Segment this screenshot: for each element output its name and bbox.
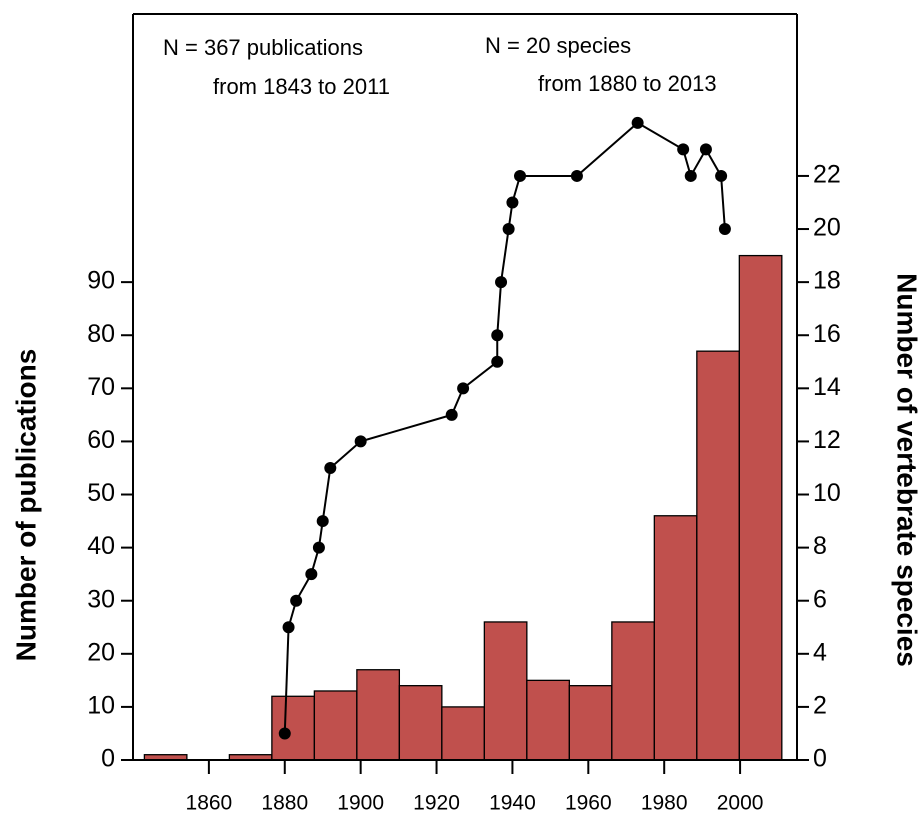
bar: [568, 685, 613, 761]
y2-tick-label: 12: [813, 426, 841, 454]
species-point: [718, 223, 731, 236]
bar: [611, 621, 655, 761]
y2-tick-label: 6: [813, 585, 827, 613]
y-axis-label: Number of publications: [10, 349, 41, 662]
species-point: [457, 382, 470, 395]
y2-axis-label: Number of vertebrate species: [892, 273, 920, 667]
species-point: [290, 594, 303, 607]
species-point: [502, 223, 515, 236]
x-tick-label: 1960: [565, 792, 612, 815]
y2-tick-label: 0: [813, 745, 827, 773]
species-point: [316, 515, 329, 528]
bar: [696, 350, 740, 761]
bar: [483, 621, 528, 761]
annotation: from 1880 to 2013: [538, 71, 717, 96]
y-tick-label: 10: [87, 692, 115, 720]
x-tick-label: 2000: [717, 792, 764, 815]
species-point: [570, 169, 583, 182]
species-point: [495, 276, 508, 289]
annotation: N = 20 species: [485, 33, 631, 58]
x-tick-label: 1980: [641, 792, 688, 815]
x-tick-label: 1860: [186, 792, 233, 815]
x-tick-label: 1880: [261, 792, 308, 815]
x-tick-label: 1940: [489, 792, 536, 815]
y2-tick-label: 22: [813, 161, 841, 189]
annotation: from 1843 to 2011: [213, 74, 390, 99]
species-point: [324, 461, 337, 474]
species-point: [684, 169, 697, 182]
species-point: [631, 116, 644, 129]
y2-tick-label: 8: [813, 532, 827, 560]
y2-tick-label: 2: [813, 692, 827, 720]
y-tick-label: 80: [87, 320, 115, 348]
y-tick-label: 50: [87, 479, 115, 507]
species-point: [514, 169, 527, 182]
bar: [441, 706, 486, 761]
y2-tick-label: 14: [813, 373, 841, 401]
y-tick-label: 0: [101, 745, 115, 773]
bar: [653, 515, 698, 761]
species-point: [715, 169, 728, 182]
x-tick-label: 1920: [413, 792, 460, 815]
x-tick-label: 1900: [337, 792, 384, 815]
y-tick-label: 90: [87, 267, 115, 295]
bar: [313, 690, 358, 761]
species-point: [506, 196, 519, 209]
y-tick-label: 70: [87, 373, 115, 401]
species-point: [445, 408, 458, 421]
species-point: [491, 329, 504, 342]
bar: [738, 254, 783, 761]
y-tick-label: 20: [87, 638, 115, 666]
species-point: [312, 541, 325, 554]
y2-tick-label: 10: [813, 479, 841, 507]
bar: [356, 669, 401, 761]
y2-tick-label: 20: [813, 214, 841, 242]
y-tick-label: 30: [87, 585, 115, 613]
bar: [398, 685, 443, 761]
species-point: [278, 727, 291, 740]
y-tick-label: 60: [87, 426, 115, 454]
species-point: [354, 435, 367, 448]
species-point: [699, 143, 712, 156]
annotation: N = 367 publications: [163, 35, 363, 60]
bar: [271, 695, 316, 761]
y-tick-label: 40: [87, 532, 115, 560]
species-point: [491, 355, 504, 368]
y2-tick-label: 18: [813, 267, 841, 295]
species-point: [305, 568, 318, 581]
y2-tick-label: 16: [813, 320, 841, 348]
bar: [526, 679, 570, 761]
species-point: [282, 621, 295, 634]
y2-tick-label: 4: [813, 638, 827, 666]
species-point: [677, 143, 690, 156]
